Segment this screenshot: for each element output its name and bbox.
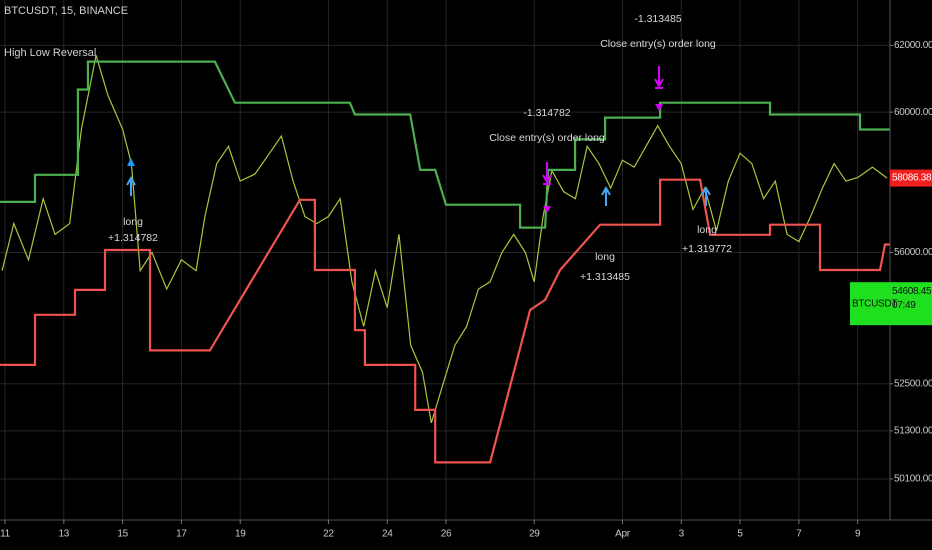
annotation: long <box>595 251 615 263</box>
x-tick-label: 9 <box>855 529 861 540</box>
x-tick-label: 22 <box>323 529 334 540</box>
price-tag-value: 54608.45 <box>892 286 932 297</box>
annotation: -1.313485 <box>634 13 681 25</box>
line-series <box>0 178 890 464</box>
x-tick-label: 5 <box>737 529 743 540</box>
annotation: +1.319772 <box>682 243 732 255</box>
x-tick-label: 3 <box>679 529 685 540</box>
price-tag <box>850 282 932 326</box>
x-tick-label: Apr <box>615 529 631 540</box>
annotation: +1.313485 <box>580 271 630 283</box>
x-tick-label: 29 <box>529 529 540 540</box>
price-tag-value: 58086.38 <box>892 173 932 184</box>
line-series <box>0 60 890 229</box>
annotations: long +1.314782 -1.314782 Close entry(s) … <box>108 13 732 283</box>
chart-title: BTCUSDT, 15, BINANCE <box>4 5 128 17</box>
x-tick-label: 13 <box>59 529 70 540</box>
y-tick-label: 51300.00 <box>894 425 932 436</box>
price-tag <box>890 169 932 187</box>
indicator-name: High Low Reversal <box>4 47 96 59</box>
plot <box>0 55 890 464</box>
exit-marker <box>543 206 551 213</box>
long-arrow <box>701 185 711 206</box>
x-tick-label: 19 <box>235 529 246 540</box>
y-tick-label: 60000.00 <box>894 107 932 118</box>
annotation: -1.314782 <box>523 107 570 119</box>
annotation: Close entry(s) order long <box>489 132 605 144</box>
annotation: long <box>123 216 143 228</box>
x-tick-label: 7 <box>796 529 802 540</box>
y-tick-label: 56000.00 <box>894 247 932 258</box>
y-tick-label: 62000.00 <box>894 40 932 51</box>
long-arrow <box>126 175 136 196</box>
axes: 62000.00 60000.00 56000.00 52500.00 51300.00… <box>0 40 932 540</box>
price-tag-symbol: BTCUSDT <box>852 298 897 309</box>
close-arrow <box>542 162 552 185</box>
exit-marker <box>655 104 663 111</box>
annotation: +1.314782 <box>108 232 158 244</box>
annotation: Close entry(s) order long <box>600 38 716 50</box>
x-tick-label: 15 <box>117 529 128 540</box>
annotation: long <box>697 224 717 236</box>
long-arrow <box>601 185 611 206</box>
trade-markers <box>126 66 711 213</box>
close-arrow <box>654 66 664 89</box>
entry-marker <box>127 158 135 166</box>
price-tag-countdown: 07:49 <box>892 300 916 311</box>
x-tick-label: 24 <box>382 529 393 540</box>
x-tick-label: 11 <box>0 529 11 540</box>
x-tick-label: 17 <box>176 529 187 540</box>
y-tick-label: 50100.00 <box>894 474 932 485</box>
x-tick-label: 26 <box>441 529 452 540</box>
y-tick-label: 52500.00 <box>894 378 932 389</box>
grid <box>0 0 890 520</box>
line-series <box>1 55 888 424</box>
